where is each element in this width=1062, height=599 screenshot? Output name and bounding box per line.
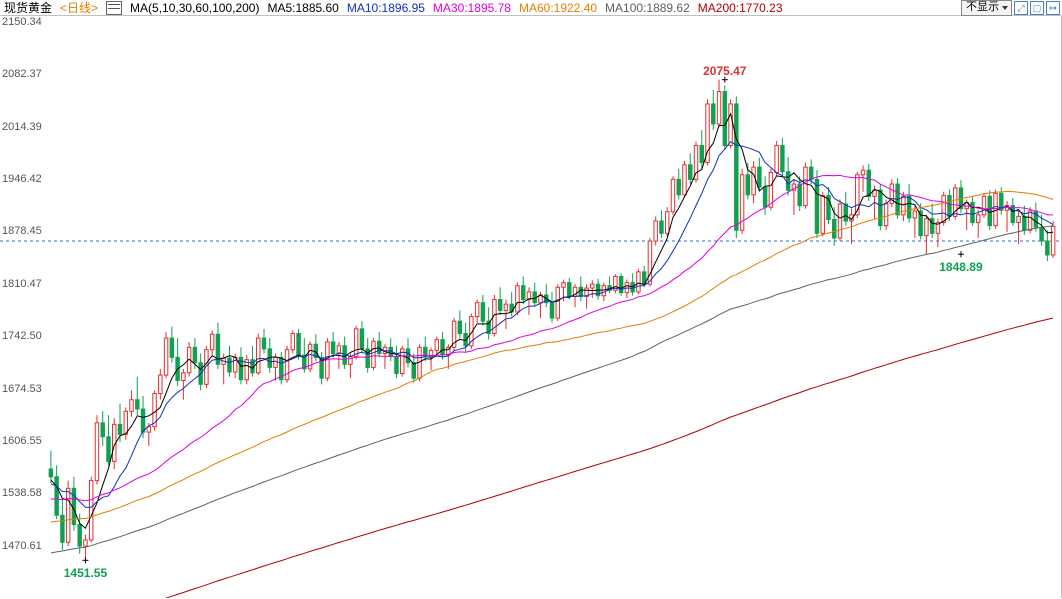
price-annotation: 1848.89 — [939, 260, 982, 274]
y-axis-label: 1470.61 — [2, 540, 44, 552]
instrument-name: 现货黄金 — [4, 0, 52, 16]
y-axis-label: 1742.50 — [2, 330, 44, 342]
ma-label: MA60:1922.40 — [519, 1, 597, 15]
ma-label: MA200:1770.23 — [698, 1, 783, 15]
y-axis-label: 1878.45 — [2, 225, 44, 237]
header-right-controls: 不显示 ⤢ ▢ ↦ — [961, 0, 1060, 16]
chart-header: 现货黄金 <日线> MA(5,10,30,60,100,200) MA5:188… — [0, 0, 1062, 16]
price-annotation: 1451.55 — [64, 566, 107, 580]
expand-icon[interactable]: ⤢ — [1014, 1, 1028, 15]
period-label: <日线> — [60, 0, 98, 16]
arrow-icon[interactable]: ↦ — [1046, 1, 1060, 15]
ma-label: MA30:1895.78 — [433, 1, 511, 15]
price-annotation: 2075.47 — [703, 64, 746, 78]
window-icon[interactable]: ▢ — [1030, 1, 1044, 15]
y-axis-label: 2014.39 — [2, 121, 44, 133]
y-axis-label: 1538.58 — [2, 487, 44, 499]
y-axis-label: 1946.42 — [2, 173, 44, 185]
indicator-icon — [106, 1, 122, 15]
price-chart[interactable] — [0, 16, 1062, 598]
y-axis-label: 2082.37 — [2, 68, 44, 80]
ma-group-label: MA(5,10,30,60,100,200) — [130, 1, 259, 15]
display-dropdown[interactable]: 不显示 — [961, 0, 1012, 16]
ma-label: MA5:1885.60 — [267, 1, 338, 15]
y-axis-label: 2150.34 — [2, 16, 44, 28]
y-axis-label: 1606.55 — [2, 435, 44, 447]
ma-label: MA100:1889.62 — [605, 1, 690, 15]
ma-label: MA10:1896.95 — [347, 1, 425, 15]
y-axis-label: 1674.53 — [2, 383, 44, 395]
y-axis-label: 1810.47 — [2, 278, 44, 290]
